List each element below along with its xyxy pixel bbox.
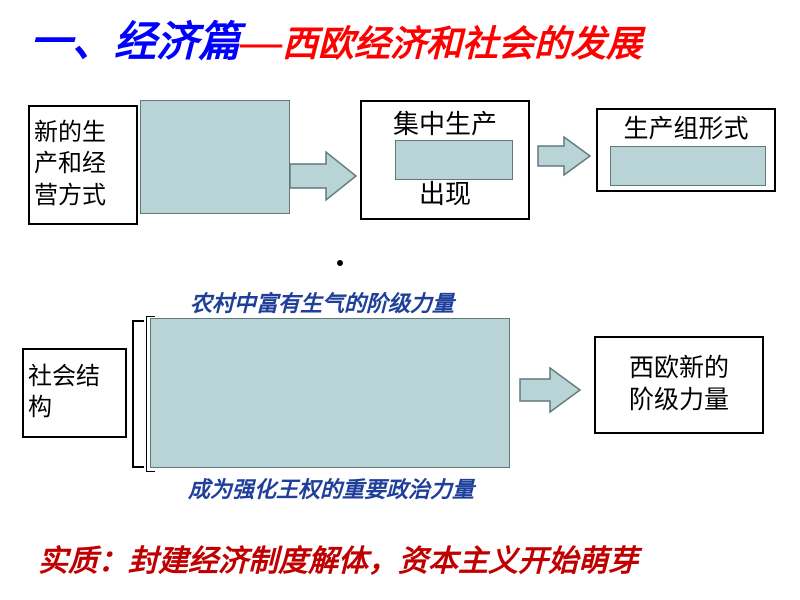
row2-box-right-text: 西欧新的 阶级力量 xyxy=(629,353,729,418)
row1-box1: 新的生 产和经 营方式 xyxy=(28,105,138,225)
row1-fill2 xyxy=(395,140,513,180)
arrow-1 xyxy=(288,150,360,202)
row2-box-left-text: 社会结 构 xyxy=(28,362,100,424)
row1-fill1 xyxy=(140,100,290,214)
row1-fill3 xyxy=(610,146,766,186)
row2-label-bottom: 成为强化王权的重要政治力量 xyxy=(188,472,474,504)
row1-box3-text: 生产组形式 xyxy=(623,114,748,147)
row2-fill-big xyxy=(150,318,510,468)
page-title: 一、经济篇—西欧经济和社会的发展 xyxy=(30,8,642,69)
row2-label-top: 农村中富有生气的阶级力量 xyxy=(190,286,454,318)
row2-box-left: 社会结 构 xyxy=(22,348,127,438)
row1-box1-text: 新的生 产和经 营方式 xyxy=(34,118,106,212)
arrow-2 xyxy=(536,135,592,177)
footer-text: 实质：封建经济制度解体，资本主义开始萌芽 xyxy=(38,536,638,580)
row1-box2-bot: 出现 xyxy=(419,178,471,212)
title-part2: 西欧经济和社会的发展 xyxy=(282,24,642,64)
bracket xyxy=(132,320,134,468)
title-dash: — xyxy=(240,20,282,66)
row1-box2-top: 集中生产 xyxy=(393,108,497,142)
title-part1: 一、经济篇 xyxy=(30,20,240,66)
dot-marker xyxy=(337,260,343,266)
row2-outline-hint xyxy=(146,316,155,472)
row2-box-right: 西欧新的 阶级力量 xyxy=(594,336,764,434)
arrow-3 xyxy=(518,366,582,414)
